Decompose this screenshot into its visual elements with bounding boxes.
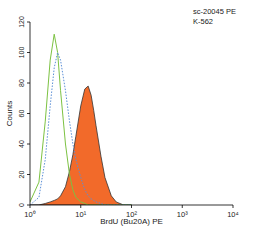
x-axis-label: BrdU (Bu20A) PE (100, 217, 163, 226)
y-tick-label: 100 (18, 47, 25, 59)
y-tick (27, 174, 30, 175)
y-axis-label: Counts (5, 101, 14, 126)
subtitle: K-562 (193, 17, 213, 26)
y-tick-label: 60 (18, 110, 25, 118)
histogram-line (30, 34, 132, 205)
y-tick-label: 120 (18, 16, 25, 28)
x-tick-label: 10⁰ (24, 210, 35, 219)
x-tick-label: 10¹ (75, 210, 86, 219)
x-tick (30, 205, 31, 208)
y-tick (27, 52, 30, 53)
histogram-line (30, 53, 132, 206)
y-tick-label: 20 (18, 171, 25, 179)
y-tick (27, 144, 30, 145)
y-tick-label: 0 (18, 203, 25, 207)
x-tick (182, 205, 183, 208)
y-tick (27, 113, 30, 114)
plot-data (30, 34, 132, 205)
x-tick (80, 205, 81, 208)
y-tick-label: 80 (18, 79, 25, 87)
x-tick-label: 10⁴ (227, 210, 239, 219)
y-tick (27, 83, 30, 84)
y-tick-label: 40 (18, 140, 25, 148)
histogram-area (30, 86, 132, 205)
y-tick (27, 205, 30, 206)
title: sc-20045 PE (193, 7, 236, 16)
x-tick (233, 205, 234, 208)
x-tick-label: 10³ (177, 210, 188, 219)
y-tick (27, 22, 30, 23)
x-tick (131, 205, 132, 208)
